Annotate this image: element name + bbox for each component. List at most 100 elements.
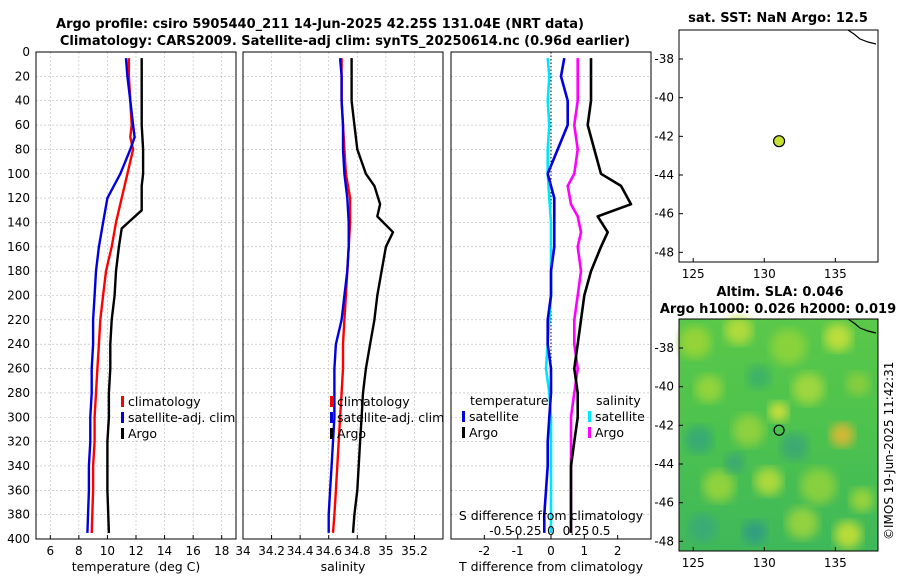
difference-s-tick-label: 0.5 — [591, 524, 610, 538]
sla-map-argo-marker — [773, 424, 785, 436]
sla-map-anomaly-blob — [824, 323, 853, 352]
difference-legend-left-label: Argo — [469, 425, 498, 440]
temperature-x-tick-label: 16 — [186, 544, 201, 558]
sla-map-anomaly-blob — [694, 374, 723, 403]
salinity-satellite-adj-clim-line — [327, 58, 350, 533]
sst-map-frame — [678, 29, 879, 263]
sla-map-anomaly-blob — [850, 487, 875, 512]
sst-map-x-tick-label: 125 — [682, 267, 705, 281]
difference-s-tick-label: 0 — [547, 524, 555, 538]
depth-tick-label: 80 — [15, 142, 30, 156]
depth-tick-label: 280 — [7, 386, 30, 400]
difference-x-tick-label: -1 — [512, 544, 524, 558]
depth-tick-label: 300 — [7, 410, 30, 424]
sla-map-anomaly-blob — [724, 452, 745, 473]
temperature-legend-swatch — [121, 428, 124, 439]
sla-map-anomaly-blob — [684, 425, 713, 454]
difference-x-tick-label: -2 — [478, 544, 490, 558]
sla-map-title-line2: Argo h1000: 0.026 h2000: 0.019 — [660, 302, 896, 317]
temperature-climatology-line — [90, 58, 135, 533]
depth-tick-label: 360 — [7, 483, 30, 497]
salinity-legend-label: Argo — [337, 426, 366, 441]
difference-s-satellite-line — [566, 58, 583, 533]
difference-legend-left-swatch — [462, 411, 465, 422]
temperature-legend-label: climatology — [128, 394, 201, 409]
salinity-xlabel: salinity — [321, 559, 366, 574]
sla-map-y-tick-label: -44 — [654, 457, 674, 471]
depth-tick-label: 240 — [7, 337, 30, 351]
sla-map-anomaly-blob — [742, 520, 767, 545]
sla-map-anomaly-blob — [688, 513, 717, 542]
temperature-legend-swatch — [121, 412, 124, 423]
depth-tick-label: 140 — [7, 215, 30, 229]
sla-map-anomaly-blob — [800, 468, 837, 505]
sla-map-x-tick-label: 125 — [682, 556, 705, 570]
salinity-x-tick-label: 35.2 — [401, 544, 428, 558]
sst-map-y-tick-label: -44 — [654, 168, 674, 182]
sla-map-anomaly-blob — [830, 423, 855, 447]
difference-legend-left-title: temperature — [470, 393, 549, 408]
difference-legend-right-label: Argo — [595, 425, 624, 440]
depth-tick-label: 340 — [7, 459, 30, 473]
salinity-legend-label: climatology — [337, 394, 410, 409]
difference-legend-left-swatch — [462, 427, 465, 438]
temperature-satellite-adj-clim-line — [86, 58, 136, 533]
sla-map-anomaly-blob — [732, 414, 765, 447]
depth-tick-label: 200 — [7, 289, 30, 303]
depth-tick-label: 0 — [22, 45, 30, 59]
sla-map-y-tick-label: -40 — [654, 380, 674, 394]
salinity-x-tick-label: 34.2 — [258, 544, 285, 558]
depth-tick-label: 40 — [15, 94, 30, 108]
depth-tick-label: 120 — [7, 191, 30, 205]
salinity-legend-swatch — [330, 396, 333, 407]
depth-tick-label: 400 — [7, 532, 30, 546]
sla-map-anomaly-blob — [678, 326, 711, 359]
salinity-x-tick-label: 34.8 — [344, 544, 371, 558]
depth-tick-label: 260 — [7, 362, 30, 376]
sst-map-y-tick-label: -48 — [654, 245, 674, 259]
depth-tick-label: 60 — [15, 118, 30, 132]
depth-tick-label: 380 — [7, 508, 30, 522]
temperature-x-tick-label: 8 — [75, 544, 83, 558]
salinity-legend-swatch — [330, 412, 333, 423]
difference-x-tick-label: 1 — [581, 544, 589, 558]
difference-s-tick-label: -0.5 — [489, 524, 512, 538]
sla-map-y-tick-label: -42 — [654, 418, 674, 432]
imos-stamp: ©IMOS 19-Jun-2025 11:42:31 — [882, 362, 896, 540]
difference-s-tick-label: 0.25 — [563, 524, 590, 538]
salinity-x-tick-label: 34.4 — [287, 544, 314, 558]
depth-tick-label: 320 — [7, 435, 30, 449]
sla-map-frame — [678, 318, 879, 552]
difference-x-tick-label: 2 — [614, 544, 622, 558]
sla-map-title-line1: Altim. SLA: 0.046 — [717, 285, 844, 300]
sst-map-y-tick-label: -42 — [654, 129, 674, 143]
temperature-legend-label: Argo — [128, 426, 157, 441]
temperature-legend-label: satellite-adj. clim — [128, 410, 235, 425]
temperature-argo-line — [106, 58, 145, 533]
sla-map-x-tick-label: 135 — [824, 556, 847, 570]
temperature-x-tick-label: 6 — [46, 544, 54, 558]
sla-map-anomaly-blob — [724, 316, 753, 345]
sla-map-anomaly-blob — [768, 401, 789, 422]
difference-x-tick-label: 0 — [547, 544, 555, 558]
difference-xlabel: T difference from climatology — [458, 559, 644, 574]
salinity-argo-line — [350, 58, 395, 533]
sst-map-y-tick-label: -46 — [654, 207, 674, 221]
sla-map-coastline — [847, 318, 877, 334]
sla-map-anomaly-blob — [746, 365, 771, 389]
difference-legend-right-label: satellite — [595, 409, 645, 424]
sst-map-y-tick-label: -38 — [654, 52, 674, 66]
sst-map-argo-marker — [772, 135, 786, 148]
depth-tick-label: 220 — [7, 313, 30, 327]
sla-map-anomaly-blob — [846, 371, 871, 396]
sst-map-x-tick-label: 130 — [753, 267, 776, 281]
salinity-x-tick-label: 34 — [235, 544, 250, 558]
sla-map-field — [678, 316, 878, 551]
temperature-legend-swatch — [121, 396, 124, 407]
sla-map-anomaly-blob — [792, 372, 825, 405]
temperature-xlabel: temperature (deg C) — [72, 559, 201, 574]
depth-tick-label: 180 — [7, 264, 30, 278]
sla-map-anomaly-blob — [702, 470, 735, 503]
difference-legend-right-swatch — [588, 427, 591, 438]
difference-s-tick-label: -0.25 — [510, 524, 541, 538]
